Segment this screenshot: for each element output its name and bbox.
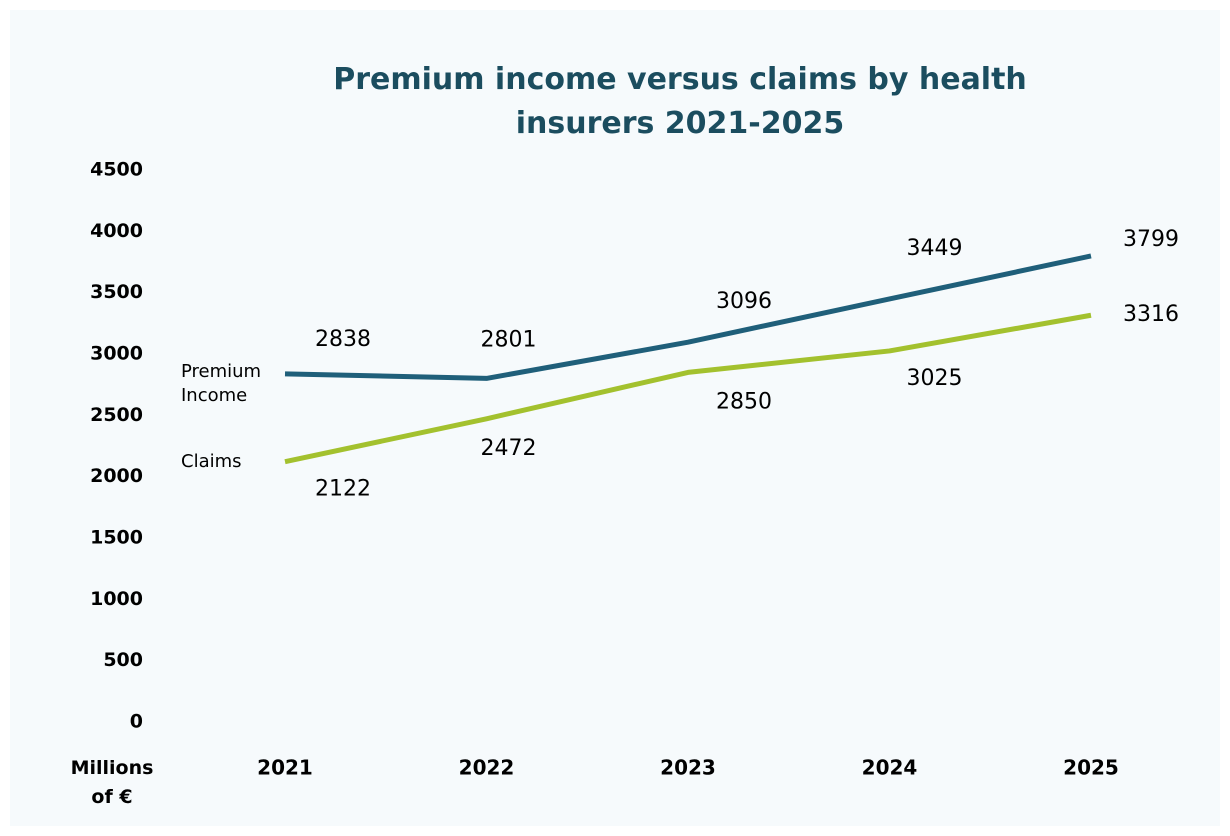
data-label: 3316: [1123, 302, 1179, 327]
legend-label: Premium Income: [181, 360, 262, 406]
y-tick-label: 2000: [90, 465, 143, 487]
y-tick-label: 4500: [90, 159, 143, 181]
data-label: 2801: [481, 327, 537, 352]
data-label: 2122: [315, 477, 371, 502]
series-line: [284, 253, 1092, 381]
chart-title: Premium income versus claims by health i…: [333, 62, 1027, 141]
legend-label: Claims: [181, 450, 242, 472]
data-label: 2838: [315, 327, 371, 352]
x-tick-label: 2025: [1063, 756, 1119, 780]
y-tick-label: 500: [103, 649, 143, 671]
data-label: 2850: [716, 389, 772, 414]
y-tick-label: 1000: [90, 588, 143, 610]
y-tick-label: 2500: [90, 404, 143, 426]
y-tick-label: 4000: [90, 220, 143, 242]
data-label: 3449: [907, 236, 963, 261]
x-tick-label: 2024: [862, 756, 918, 780]
y-tick-label: 1500: [90, 527, 143, 549]
y-tick-label: 3000: [90, 343, 143, 365]
data-label: 3096: [716, 289, 772, 314]
data-label: 3799: [1123, 227, 1179, 252]
y-tick-label: 3500: [90, 281, 143, 303]
x-tick-label: 2022: [459, 756, 515, 780]
data-label: 2472: [481, 436, 537, 461]
chart-panel: [10, 10, 1220, 826]
x-tick-label: 2023: [660, 756, 716, 780]
y-tick-label: 0: [130, 711, 143, 733]
x-tick-label: 2021: [257, 756, 313, 780]
y-axis-label: Millions of €: [70, 757, 154, 808]
series-line: [284, 312, 1092, 465]
data-label: 3025: [907, 366, 963, 391]
